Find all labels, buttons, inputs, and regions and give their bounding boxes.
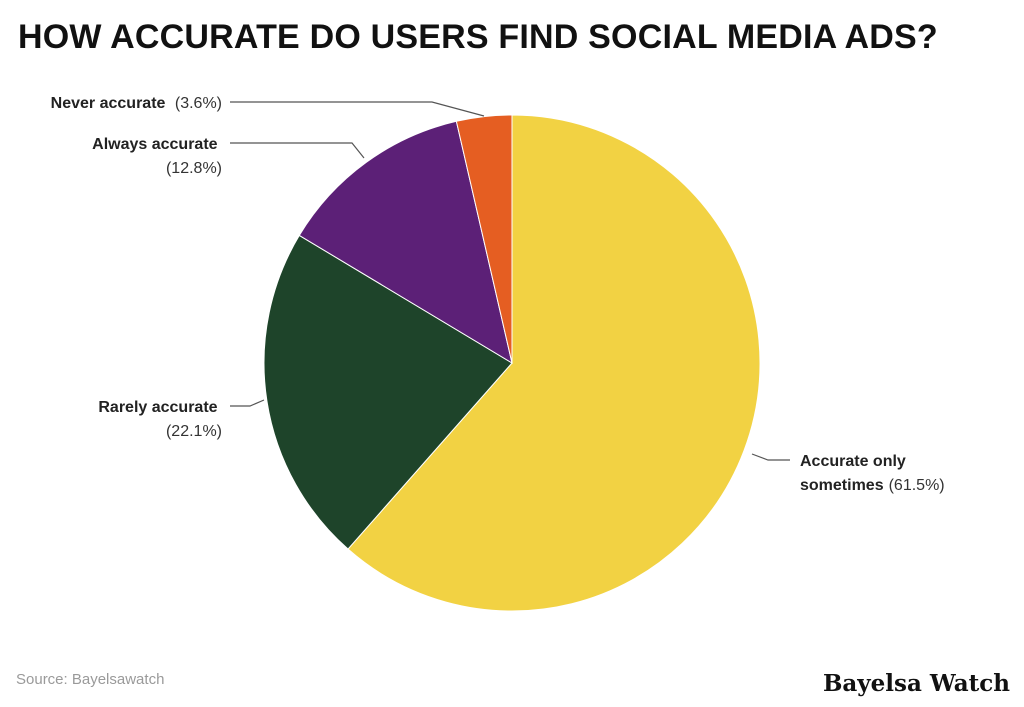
slice-label-never-accurate: Never accurate (3.6%) — [51, 95, 222, 112]
slice-label-name: Never accurate — [51, 95, 166, 112]
leader-line-rarely-accurate — [230, 399, 265, 407]
chart-title: HOW ACCURATE DO USERS FIND SOCIAL MEDIA … — [18, 18, 938, 56]
slice-label-percent: (61.5%) — [889, 477, 945, 494]
leader-line-accurate-sometimes — [751, 453, 790, 461]
leader-line-never-accurate — [230, 101, 485, 117]
pie-slice-rarely-accurate — [263, 234, 513, 550]
pie-slice-never-accurate — [455, 114, 513, 364]
slice-label-line2: sometimes (61.5%) — [800, 477, 945, 494]
brand-logo: Bayelsa Watch — [822, 670, 1010, 697]
slice-label-rarely-accurate: Rarely accurate (22.1%) — [98, 399, 222, 440]
source-note: Source: Bayelsawatch — [16, 671, 165, 688]
pie-slice-always-accurate — [298, 120, 513, 365]
slice-label-percent: (3.6%) — [175, 95, 222, 112]
slice-label-name-line1: Accurate only — [800, 453, 906, 470]
slice-label-name-line2: sometimes — [800, 477, 884, 494]
slice-label-accurate-sometimes: Accurate only sometimes (61.5%) — [800, 453, 945, 494]
leader-line-always-accurate — [230, 142, 365, 159]
slice-label-name: Rarely accurate — [98, 399, 217, 416]
slice-label-percent: (22.1%) — [166, 423, 222, 440]
slice-label-percent: (12.8%) — [166, 160, 222, 177]
pie-slice-accurate-only-sometimes — [347, 114, 761, 612]
pie-slices — [263, 114, 761, 612]
slice-label-always-accurate: Always accurate (12.8%) — [92, 136, 222, 177]
slice-label-name: Always accurate — [92, 136, 218, 153]
